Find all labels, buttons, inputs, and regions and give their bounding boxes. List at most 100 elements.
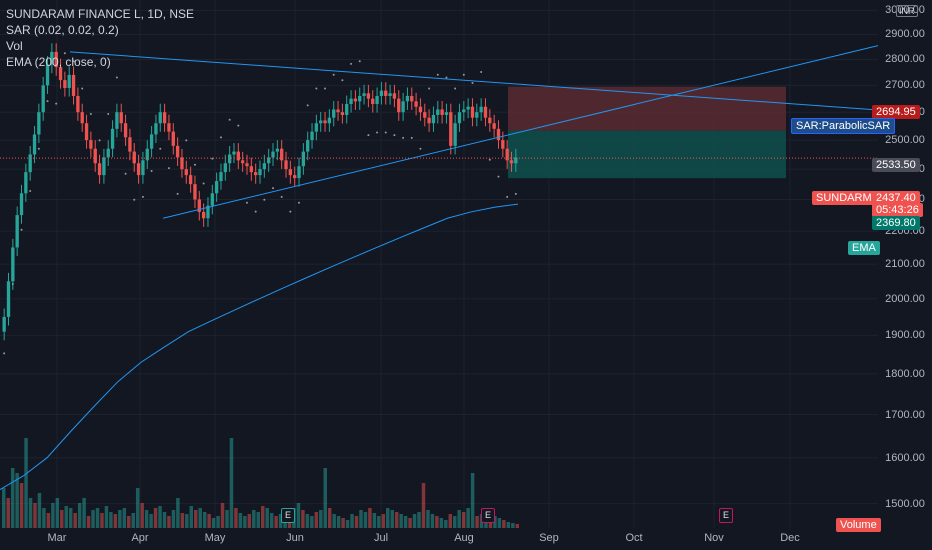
volume-bar — [24, 438, 28, 528]
sar-dot — [428, 87, 431, 90]
sar-dot — [332, 73, 335, 76]
sar-dot — [419, 147, 422, 150]
candle-body — [262, 163, 267, 170]
sar-dot — [514, 192, 517, 195]
volume-bar — [73, 513, 77, 528]
earnings-badge-e[interactable]: E — [481, 508, 495, 523]
volume-bar — [497, 518, 502, 528]
sar-dot — [124, 172, 127, 175]
candle-body — [319, 120, 323, 124]
candle-body — [405, 95, 410, 102]
sar-dot — [410, 136, 413, 139]
candle-body — [214, 181, 219, 194]
sar-dot — [306, 104, 309, 107]
volume-bar — [229, 438, 234, 528]
volume-bar — [417, 512, 421, 528]
volume-bar — [162, 512, 167, 528]
sar-dot — [63, 52, 66, 55]
volume-bar — [167, 516, 171, 528]
currency-badge[interactable]: INR — [896, 5, 918, 17]
chart-legend: SUNDARAM FINANCE L, 1D, NSE SAR (0.02, 0… — [6, 6, 194, 70]
volume-bar — [234, 508, 238, 528]
volume-bar — [135, 488, 140, 528]
legend-vol[interactable]: Vol — [6, 39, 23, 53]
candle-body — [392, 93, 397, 99]
volume-bar — [211, 518, 216, 528]
candle-body — [19, 193, 24, 216]
volume-bar — [207, 514, 211, 528]
sar-dot — [445, 76, 448, 79]
volume-bar — [408, 518, 412, 528]
volume-bar — [15, 473, 19, 528]
volume-bar — [310, 516, 314, 528]
candle-body — [453, 123, 457, 146]
price-tick-label: 2800.00 — [885, 53, 925, 66]
time-axis[interactable]: Mar Apr May Jun Jul Aug Sep Oct Nov Dec — [0, 528, 878, 550]
candle-body — [358, 95, 362, 102]
stop-price-tag: 2694.95 — [872, 105, 920, 119]
sar-dot — [11, 282, 14, 285]
candle-body — [37, 112, 41, 135]
volume-bar — [68, 508, 73, 528]
volume-bar — [149, 514, 153, 528]
candle-body — [197, 199, 201, 212]
volume-bar — [274, 516, 278, 528]
candle-body — [32, 134, 37, 155]
sar-dot — [211, 157, 214, 160]
sar-dot — [315, 87, 318, 90]
volume-bar — [372, 513, 377, 528]
candle-body — [11, 247, 15, 282]
earnings-badge-e[interactable]: E — [281, 508, 295, 523]
price-tick-label: 1900.00 — [885, 329, 925, 342]
candle-body — [275, 148, 280, 152]
candle-body — [240, 160, 245, 164]
candle-body — [427, 117, 431, 124]
volume-bar — [394, 512, 399, 528]
earnings-badge-e[interactable]: E — [719, 508, 733, 523]
entry-price-tag: 2533.50 — [872, 158, 920, 172]
candle-body — [6, 281, 11, 317]
legend-ema[interactable]: EMA (200, close, 0) — [6, 55, 111, 69]
sar-dot — [272, 187, 275, 190]
candle-body — [80, 112, 84, 124]
volume-bar — [319, 510, 323, 528]
candle-body — [280, 148, 284, 161]
sar-dot — [497, 175, 500, 178]
candle-body — [288, 169, 293, 176]
sar-dot — [471, 81, 474, 84]
volume-bar — [19, 483, 24, 528]
candle-body — [267, 157, 271, 164]
sar-dot — [115, 76, 118, 79]
price-tick-label: 1800.00 — [885, 367, 925, 380]
volume-bar — [515, 524, 519, 528]
price-tick-label: 2900.00 — [885, 28, 925, 41]
volume-bar — [131, 513, 135, 528]
sar-dot — [280, 195, 283, 198]
sar-dot — [46, 100, 49, 103]
sar-dot — [289, 210, 292, 213]
candle-body — [362, 93, 366, 96]
volume-bar — [359, 510, 363, 528]
resistance-trendline — [69, 51, 879, 111]
candle-body — [505, 148, 509, 161]
sar-dot — [245, 201, 248, 204]
candle-body — [388, 93, 392, 96]
candle-body — [323, 120, 327, 124]
candle-body — [436, 109, 440, 115]
sar-dot — [436, 73, 439, 76]
time-tick-label: Jul — [373, 532, 389, 544]
volume-bar — [171, 510, 176, 528]
volume-bar — [368, 508, 372, 528]
legend-sar[interactable]: SAR (0.02, 0.02, 0.2) — [6, 23, 119, 37]
volume-bar — [363, 512, 368, 528]
candle-body — [306, 140, 310, 152]
price-axis[interactable]: 3000.002900.002800.002700.002600.002500.… — [878, 0, 932, 528]
sar-dot — [81, 87, 84, 90]
candle-body — [410, 95, 414, 102]
candle-body — [162, 112, 167, 124]
volume-bar — [28, 498, 33, 528]
volume-bar — [453, 516, 457, 528]
volume-tag: Volume — [836, 518, 881, 532]
legend-symbol[interactable]: SUNDARAM FINANCE L, 1D, NSE — [6, 7, 195, 21]
